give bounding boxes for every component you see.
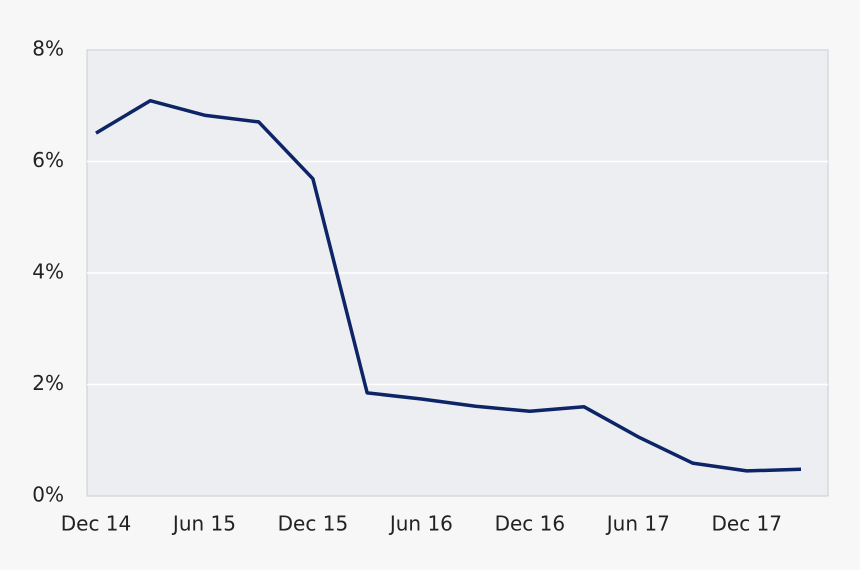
y-tick-label: 2% xyxy=(32,371,64,395)
x-tick-label: Dec 17 xyxy=(712,512,783,536)
x-tick-label: Jun 17 xyxy=(605,512,670,536)
x-tick-label: Dec 16 xyxy=(495,512,566,536)
x-tick-label: Jun 15 xyxy=(171,512,236,536)
y-tick-label: 4% xyxy=(32,260,64,284)
x-tick-label: Dec 14 xyxy=(61,512,132,536)
data-line xyxy=(95,98,802,473)
x-tick-label: Dec 15 xyxy=(278,512,349,536)
y-tick-label: 6% xyxy=(32,148,64,172)
y-tick-label: 8% xyxy=(32,37,64,61)
y-tick-label: 0% xyxy=(32,483,64,507)
x-tick-label: Jun 16 xyxy=(388,512,453,536)
